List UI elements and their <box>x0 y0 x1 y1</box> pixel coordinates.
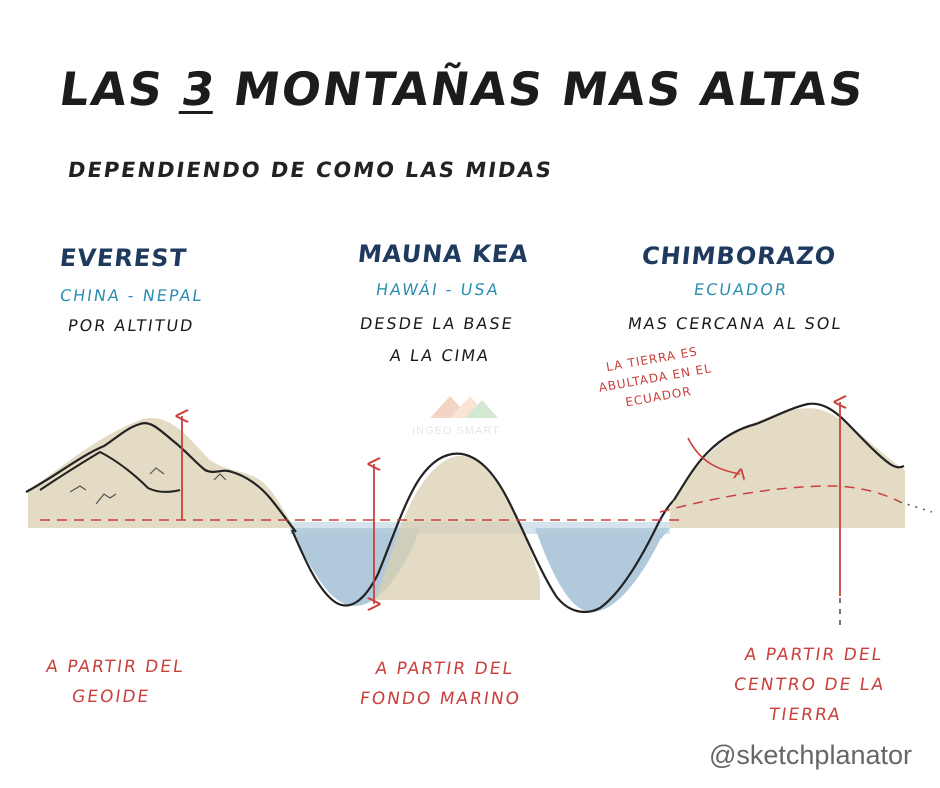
watermark: INGEO SMART <box>410 388 510 442</box>
sea-water <box>290 528 670 612</box>
dotted-extension <box>899 501 933 513</box>
watermark-text: INGEO SMART <box>412 425 500 437</box>
everest-land <box>28 418 295 528</box>
chimborazo-measure-line1: A PARTIR DEL <box>743 645 885 665</box>
everest-measure-label: A PARTIR DEL GEOIDE <box>40 652 187 712</box>
credit-handle: @sketchplanator <box>708 740 912 770</box>
everest-measure-line1: A PARTIR DEL <box>44 657 186 677</box>
everest-ridge <box>39 450 181 493</box>
mauna-kea-measure-line1: A PARTIR DEL <box>374 659 516 679</box>
everest-outline <box>25 422 297 533</box>
equatorial-bulge-line <box>659 485 901 513</box>
watermark-logo-icon <box>430 396 498 418</box>
bulge-note-arrow <box>687 437 740 474</box>
mauna-kea-measure-label: A PARTIR DEL FONDO MARINO <box>358 654 527 714</box>
everest-measure-line2: GEOIDE <box>70 687 152 707</box>
mauna-kea-outline <box>290 452 675 614</box>
mauna-kea-measure-line2: FONDO MARINO <box>358 689 523 709</box>
everest-snow <box>69 467 227 505</box>
chimborazo-outline <box>673 402 905 501</box>
chimborazo-measure-label: A PARTIR DEL CENTRO DE LA TIERRA <box>728 640 892 730</box>
chimborazo-measure-line3: TIERRA <box>767 705 844 725</box>
chimborazo-land <box>670 408 905 528</box>
mauna-kea-land <box>375 456 540 600</box>
chimborazo-measure-line2: CENTRO DE LA <box>732 675 887 695</box>
